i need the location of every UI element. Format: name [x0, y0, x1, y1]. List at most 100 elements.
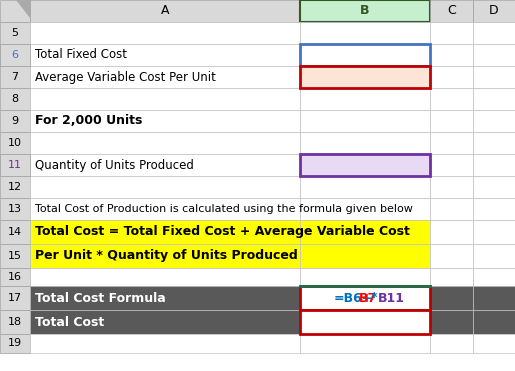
Bar [473, 66, 515, 88]
Text: 15: 15 [8, 251, 22, 261]
Text: Total Cost of Production is calculated using the formula given below: Total Cost of Production is calculated u… [35, 204, 413, 214]
Bar [430, 268, 473, 286]
Text: Quantity of Units Produced: Quantity of Units Produced [35, 158, 194, 171]
Bar [300, 66, 430, 88]
Text: Total Cost = Total Fixed Cost + Average Variable Cost: Total Cost = Total Fixed Cost + Average … [35, 226, 410, 239]
Bar [0, 268, 30, 286]
Text: Total Cost Formula: Total Cost Formula [35, 292, 166, 305]
Bar [300, 0, 430, 22]
Bar [430, 198, 473, 220]
Bar [300, 286, 430, 310]
Bar [300, 286, 430, 310]
Bar [30, 0, 300, 22]
Bar [473, 334, 515, 353]
Bar [0, 88, 30, 110]
Bar [430, 286, 473, 310]
Text: 12: 12 [8, 182, 22, 192]
Bar [300, 334, 430, 353]
Bar [0, 66, 30, 88]
Bar [300, 154, 430, 176]
Text: B7: B7 [359, 292, 377, 305]
Bar [430, 132, 473, 154]
Bar [0, 154, 30, 176]
Text: 17: 17 [8, 293, 22, 303]
Bar [30, 154, 300, 176]
Bar [30, 22, 300, 44]
Bar [30, 334, 300, 353]
Text: C: C [447, 4, 456, 17]
Bar [430, 44, 473, 66]
Text: 9: 9 [11, 116, 19, 126]
Bar [30, 310, 300, 334]
Bar [300, 22, 430, 44]
Bar [0, 44, 30, 66]
Bar [473, 220, 515, 244]
Bar [0, 176, 30, 198]
Bar [473, 244, 515, 268]
Text: D: D [489, 4, 499, 17]
Bar [300, 176, 430, 198]
Bar [430, 88, 473, 110]
Bar [0, 44, 30, 66]
Bar [0, 310, 30, 334]
Bar [473, 310, 515, 334]
Text: 16: 16 [8, 272, 22, 282]
Bar [30, 220, 300, 244]
Text: 11: 11 [8, 160, 22, 170]
Bar [30, 110, 300, 132]
Text: $20,000: $20,000 [335, 315, 395, 328]
Text: 5: 5 [11, 28, 19, 38]
Bar [473, 132, 515, 154]
Polygon shape [16, 0, 30, 18]
Text: B11: B11 [377, 292, 404, 305]
Text: 19: 19 [8, 338, 22, 348]
Bar [430, 0, 473, 22]
Bar [0, 0, 30, 22]
Text: 8: 8 [11, 94, 19, 104]
Bar [300, 44, 430, 66]
Text: 18: 18 [8, 317, 22, 327]
Bar [473, 0, 515, 22]
Text: 13: 13 [8, 204, 22, 214]
Text: Per Unit * Quantity of Units Produced: Per Unit * Quantity of Units Produced [35, 250, 298, 263]
Text: $10,000: $10,000 [341, 49, 389, 62]
Bar [473, 198, 515, 220]
Text: B: B [360, 4, 370, 17]
Text: 14: 14 [8, 227, 22, 237]
Bar [430, 22, 473, 44]
Bar [473, 44, 515, 66]
Text: 6: 6 [11, 50, 19, 60]
Bar [300, 88, 430, 110]
Text: A: A [161, 4, 169, 17]
Text: =B6+: =B6+ [334, 292, 373, 305]
Bar [30, 44, 300, 66]
Bar [30, 286, 300, 310]
Bar [430, 110, 473, 132]
Bar [0, 154, 30, 176]
Text: Total Cost: Total Cost [35, 315, 104, 328]
Bar [300, 110, 430, 132]
Text: 6: 6 [11, 50, 19, 60]
Bar [0, 198, 30, 220]
Bar [430, 244, 473, 268]
Bar [30, 88, 300, 110]
Bar [430, 310, 473, 334]
Bar [300, 220, 430, 244]
Bar [430, 66, 473, 88]
Bar [430, 334, 473, 353]
Bar [0, 334, 30, 353]
Bar [473, 110, 515, 132]
Text: 7: 7 [11, 72, 19, 82]
Bar [473, 22, 515, 44]
Bar [30, 244, 300, 268]
Bar [473, 286, 515, 310]
Bar [300, 154, 430, 176]
Bar [30, 198, 300, 220]
Bar [430, 154, 473, 176]
Bar [300, 244, 430, 268]
Text: *: * [371, 292, 377, 305]
Text: For 2,000 Units: For 2,000 Units [35, 115, 142, 128]
Bar [300, 310, 430, 334]
Bar [0, 244, 30, 268]
Text: 10: 10 [8, 138, 22, 148]
